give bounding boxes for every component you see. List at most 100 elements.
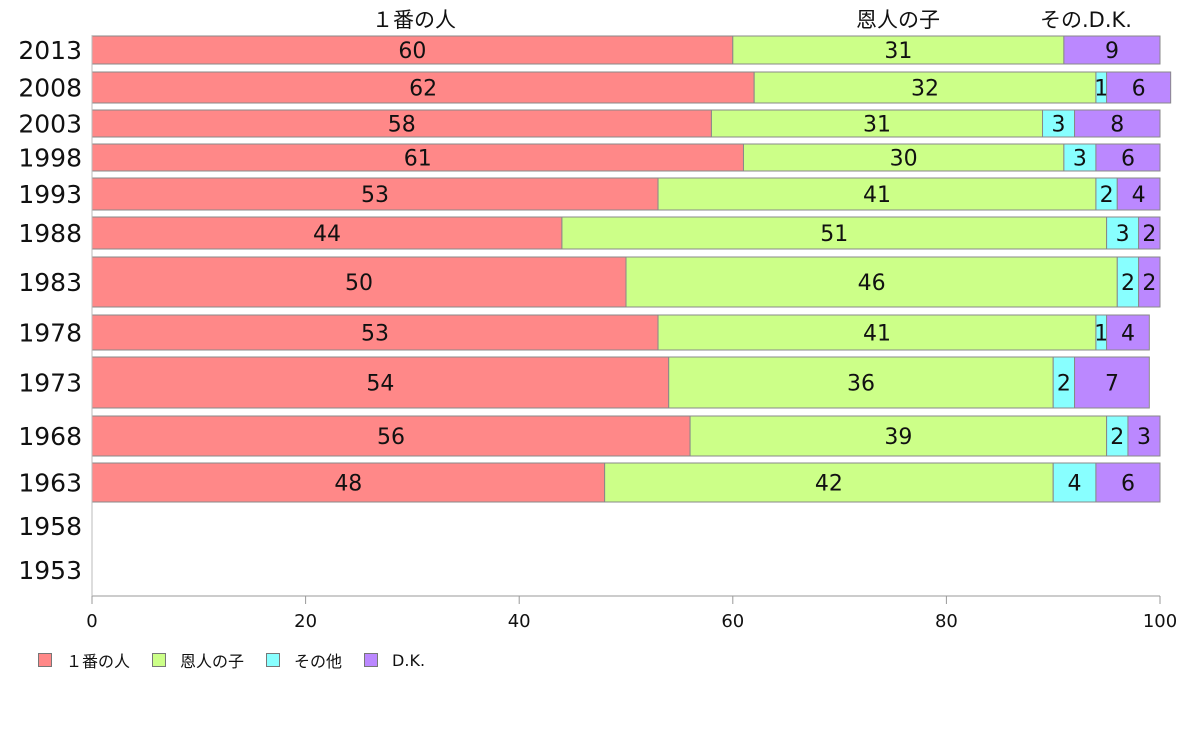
legend-swatch-4: [364, 653, 379, 667]
category-label-2008: 2008: [18, 74, 82, 103]
bar-1988-series-3: [1106, 216, 1140, 250]
bar-1968-series-1: [91, 415, 691, 457]
data-label-2008-series-1: 62: [409, 77, 437, 102]
bar-1963-series-4: [1095, 462, 1161, 503]
data-label-1983-series-4: 2: [1142, 271, 1156, 296]
bar-1988-series-1: [91, 216, 563, 250]
bar-2003-series-1: [91, 109, 712, 138]
data-label-1973-series-4: 7: [1105, 372, 1119, 397]
data-label-1993-series-1: 53: [361, 183, 389, 208]
x-tick-label-100: 100: [1143, 611, 1177, 632]
legend-item-3: その他: [266, 648, 342, 672]
bar-1973-series-2: [668, 356, 1054, 409]
legend-item-1: １番の人: [38, 648, 130, 672]
legend: １番の人 恩人の子 その他 D.K.: [38, 648, 447, 672]
series-header-1: １番の人: [372, 8, 456, 32]
data-label-1973-series-2: 36: [847, 372, 875, 397]
category-label-1978: 1978: [18, 319, 82, 348]
data-label-2003-series-4: 8: [1110, 113, 1124, 138]
bar-1988-series-2: [561, 216, 1108, 250]
bar-1993-series-1: [91, 177, 659, 211]
data-label-1978-series-1: 53: [361, 322, 389, 347]
data-label-2013-series-4: 9: [1105, 39, 1119, 64]
data-label-1998-series-3: 3: [1073, 147, 1087, 172]
bar-1993-series-4: [1116, 177, 1161, 211]
data-label-1968-series-3: 2: [1110, 425, 1124, 450]
bar-2003-series-2: [710, 109, 1044, 138]
data-label-2008-series-4: 6: [1132, 77, 1146, 102]
bar-1998-series-3: [1063, 143, 1097, 172]
data-label-2008-series-2: 32: [911, 77, 939, 102]
data-label-1973-series-3: 2: [1057, 372, 1071, 397]
bar-1973-series-1: [91, 356, 670, 409]
data-label-1968-series-1: 56: [377, 425, 405, 450]
legend-swatch-2: [152, 653, 167, 667]
x-tick-label-40: 40: [508, 611, 531, 632]
bar-2008-series-1: [91, 71, 755, 104]
data-label-1993-series-3: 2: [1100, 183, 1114, 208]
data-label-2013-series-1: 60: [398, 39, 426, 64]
bar-1993-series-2: [657, 177, 1097, 211]
data-label-1988-series-1: 44: [313, 222, 341, 247]
data-label-1978-series-3: 1: [1094, 322, 1108, 347]
category-label-1993: 1993: [18, 180, 82, 209]
category-label-1963: 1963: [18, 469, 82, 498]
data-label-1963-series-4: 6: [1121, 472, 1135, 497]
data-label-1963-series-2: 42: [815, 472, 843, 497]
x-tick-label-20: 20: [294, 611, 317, 632]
data-label-1968-series-2: 39: [884, 425, 912, 450]
series-header-3: その.D.K.: [1040, 8, 1132, 32]
data-label-1983-series-1: 50: [345, 271, 373, 296]
bar-1983-series-1: [91, 256, 627, 308]
data-label-1963-series-1: 48: [334, 472, 362, 497]
data-label-2008-series-3: 1: [1094, 77, 1108, 102]
category-label-2013: 2013: [18, 36, 82, 65]
category-label-1958: 1958: [18, 512, 82, 541]
bar-2013-series-2: [732, 35, 1065, 65]
data-label-1973-series-1: 54: [366, 372, 394, 397]
bar-1978-series-4: [1106, 314, 1150, 351]
data-label-1988-series-3: 3: [1116, 222, 1130, 247]
category-label-2003: 2003: [18, 110, 82, 139]
data-label-1978-series-4: 4: [1121, 322, 1135, 347]
data-label-1993-series-4: 4: [1132, 183, 1146, 208]
category-label-1988: 1988: [18, 219, 82, 248]
legend-swatch-3: [266, 653, 281, 667]
bar-1963-series-1: [91, 462, 606, 503]
bar-2003-series-4: [1074, 109, 1161, 138]
legend-swatch-1: [38, 653, 52, 667]
bar-1968-series-4: [1127, 415, 1161, 457]
data-label-1983-series-2: 46: [858, 271, 886, 296]
data-label-1978-series-2: 41: [863, 322, 891, 347]
bar-1963-series-2: [604, 462, 1054, 503]
category-label-1998: 1998: [18, 144, 82, 173]
bar-2013-series-4: [1063, 35, 1161, 65]
bar-1998-series-1: [91, 143, 744, 172]
data-label-2003-series-2: 31: [863, 113, 891, 138]
data-label-2003-series-1: 58: [388, 113, 416, 138]
legend-label-1: １番の人: [66, 652, 131, 671]
data-label-1998-series-4: 6: [1121, 147, 1135, 172]
x-tick-label-60: 60: [721, 611, 744, 632]
bar-1968-series-2: [689, 415, 1108, 457]
x-tick-label-80: 80: [935, 611, 958, 632]
bar-1973-series-4: [1074, 356, 1150, 409]
bar-1998-series-2: [742, 143, 1065, 172]
bar-2008-series-2: [753, 71, 1097, 104]
legend-label-2: 恩人の子: [180, 652, 245, 671]
data-label-1993-series-2: 41: [863, 183, 891, 208]
data-label-1998-series-1: 61: [404, 147, 432, 172]
x-tick-label-0: 0: [86, 611, 97, 632]
legend-label-4: D.K.: [392, 650, 426, 670]
data-label-2003-series-3: 3: [1052, 113, 1066, 138]
bar-1983-series-4: [1138, 256, 1161, 308]
bar-1988-series-4: [1138, 216, 1161, 250]
category-label-1953: 1953: [18, 556, 82, 585]
data-label-1988-series-2: 51: [820, 222, 848, 247]
bar-1998-series-4: [1095, 143, 1161, 172]
series-header-2: 恩人の子: [856, 8, 940, 32]
data-label-1988-series-4: 2: [1142, 222, 1156, 247]
legend-item-2: 恩人の子: [152, 648, 244, 672]
data-label-1998-series-2: 30: [890, 147, 918, 172]
